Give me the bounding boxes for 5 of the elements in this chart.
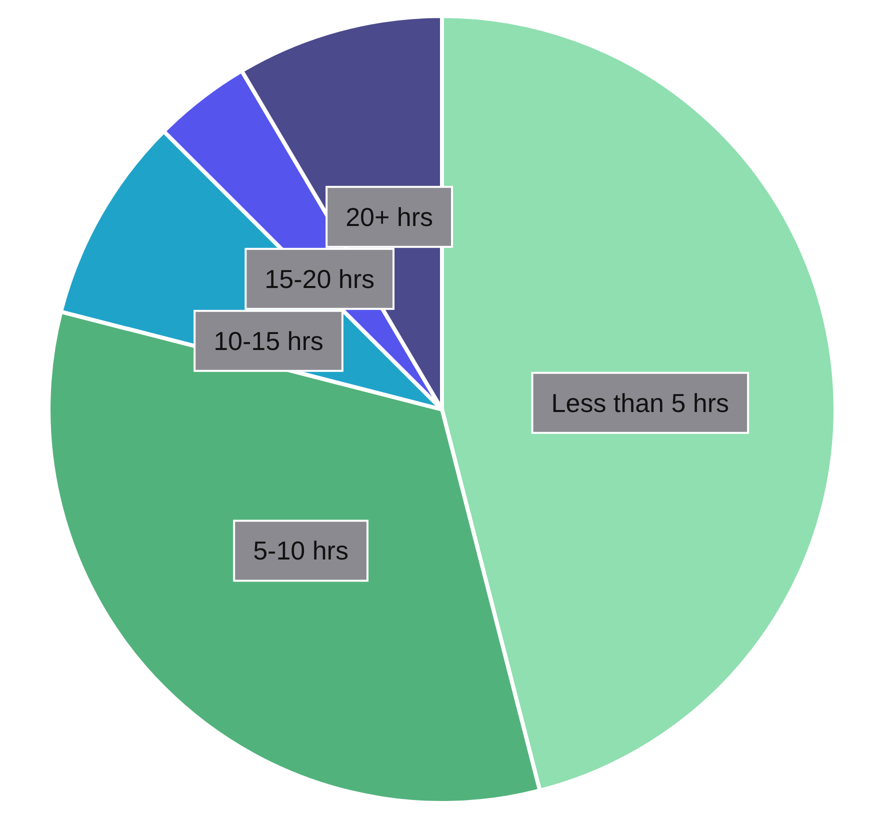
slice-label: 5-10 hrs <box>253 536 348 566</box>
slice-label: 10-15 hrs <box>214 326 324 356</box>
slice-label: 15-20 hrs <box>264 264 375 294</box>
slice-label: 20+ hrs <box>346 202 434 232</box>
slice-label: Less than 5 hrs <box>551 388 730 418</box>
